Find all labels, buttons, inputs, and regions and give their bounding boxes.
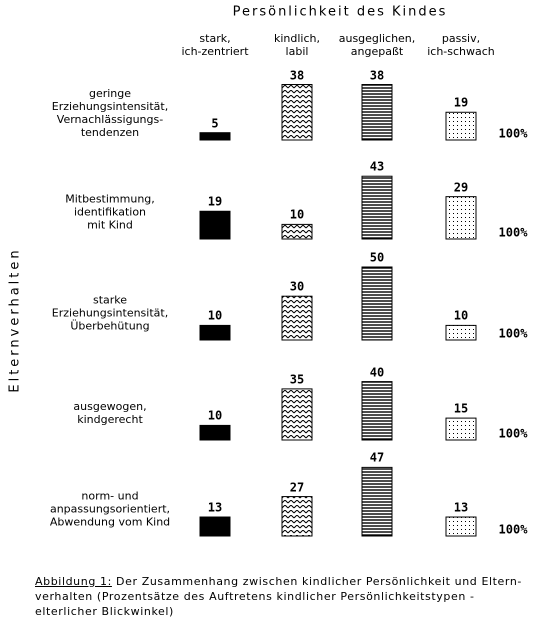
bar: [445, 196, 477, 240]
value-label: 40: [369, 365, 385, 380]
row-total: 100%: [498, 126, 528, 141]
bar: [281, 388, 313, 441]
row-total: 100%: [498, 326, 528, 341]
bar: [361, 466, 393, 537]
value-label: 10: [289, 207, 305, 222]
value-label: 15: [453, 401, 469, 416]
row-label: norm- und anpassungsorientiert, Abwendun…: [49, 489, 171, 529]
bar: [445, 417, 477, 441]
row-total: 100%: [498, 522, 528, 537]
bar: [199, 424, 231, 441]
bar: [445, 324, 477, 341]
row-label: starke Erziehungsintensität, Überbehütun…: [51, 293, 169, 333]
value-label: 13: [453, 500, 469, 515]
value-label: 19: [207, 194, 223, 209]
value-label: 10: [207, 408, 223, 423]
value-label: 47: [369, 450, 385, 465]
value-label: 10: [453, 308, 469, 323]
bar: [199, 324, 231, 341]
value-label: 43: [369, 159, 385, 174]
column-header: passiv, ich-schwach: [427, 32, 495, 58]
value-label: 5: [211, 116, 219, 131]
value-label: 19: [453, 95, 469, 110]
bar: [361, 84, 393, 141]
bar: [361, 266, 393, 341]
caption-label: Abbildung 1:: [35, 575, 112, 588]
bar: [445, 111, 477, 141]
column-header: kindlich, labil: [273, 32, 321, 58]
column-header: ausgeglichen, angepaßt: [338, 32, 416, 58]
value-label: 13: [207, 500, 223, 515]
value-label: 38: [289, 68, 305, 83]
value-label: 50: [369, 250, 385, 265]
bar: [281, 496, 313, 537]
value-label: 30: [289, 279, 305, 294]
value-label: 35: [289, 372, 305, 387]
caption-text: Der Zusammenhang zwischen kindlicher Per…: [35, 575, 522, 618]
bar: [445, 516, 477, 537]
value-label: 27: [289, 480, 305, 495]
value-label: 38: [369, 68, 385, 83]
bar: [199, 132, 231, 141]
row-total: 100%: [498, 426, 528, 441]
column-header: stark, ich-zentriert: [181, 32, 249, 58]
row-label: geringe Erziehungsintensität, Vernachläs…: [51, 87, 169, 139]
bar: [281, 84, 313, 141]
row-label: Mitbestimmung, identifikation mit Kind: [65, 192, 155, 232]
y-axis-label: Elternverhalten: [7, 247, 23, 393]
row-label: ausgewogen, kindgerecht: [73, 400, 147, 426]
bar: [199, 516, 231, 537]
caption: Abbildung 1: Der Zusammenhang zwischen k…: [35, 574, 535, 619]
bar: [361, 381, 393, 441]
bar: [281, 223, 313, 240]
bar: [361, 175, 393, 240]
chart-title: Persönlichkeit des Kindes: [232, 4, 448, 20]
bar: [281, 295, 313, 341]
bar: [199, 210, 231, 240]
row-total: 100%: [498, 225, 528, 240]
value-label: 29: [453, 180, 469, 195]
value-label: 10: [207, 308, 223, 323]
